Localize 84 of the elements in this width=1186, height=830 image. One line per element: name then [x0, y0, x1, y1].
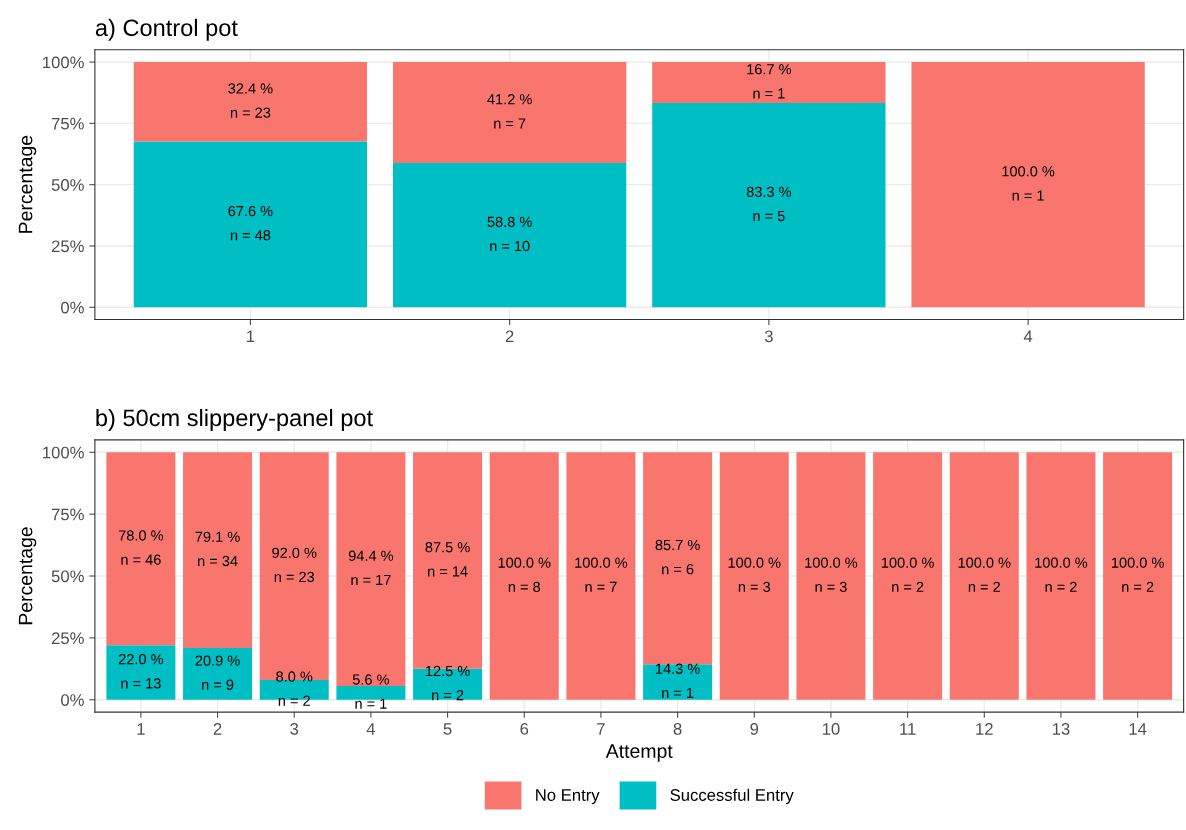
- bar: [106, 645, 176, 700]
- data-label: 100.0 % n = 2: [881, 557, 934, 592]
- data-label: 100.0 % n = 8: [498, 557, 551, 593]
- y-tick-label: 100%: [43, 56, 84, 69]
- y-tick-label: 75%: [51, 508, 84, 521]
- data-label: 83.3 % n = 5: [746, 186, 792, 222]
- x-tick-label: 1: [247, 330, 255, 343]
- data-label: 41.2 % n = 7: [487, 94, 532, 129]
- data-label: 58.8 % n = 10: [487, 216, 532, 252]
- data-label: 14.3 % n = 1: [656, 663, 700, 698]
- bar: [796, 452, 866, 700]
- data-label: 32.4 % n = 23: [228, 83, 273, 118]
- bar: [133, 141, 368, 308]
- legend-label: Successful Entry: [670, 788, 794, 805]
- bar: [183, 452, 253, 649]
- bar: [652, 103, 886, 308]
- y-tick-label: 50%: [51, 179, 84, 191]
- bar: [392, 163, 627, 308]
- x-tick-label: 3: [764, 330, 773, 343]
- data-label: 67.6 % n = 48: [228, 205, 273, 241]
- y-tick-label: 25%: [51, 240, 84, 253]
- bar: [259, 452, 329, 680]
- bar: [133, 62, 368, 142]
- x-axis-title: Attempt: [605, 744, 673, 762]
- y-axis-title: Percentage: [18, 135, 37, 233]
- data-label: 22.0 % n = 13: [118, 654, 164, 689]
- x-tick-label: 5: [443, 723, 452, 735]
- data-label: 85.7 % n = 6: [655, 539, 700, 575]
- x-tick-label: 12: [976, 723, 993, 735]
- chart-title: b) 50cm slippery-panel pot: [96, 408, 373, 431]
- data-label: 87.5 % n = 14: [425, 542, 470, 577]
- data-label: 100.0 % n = 3: [805, 557, 858, 593]
- data-label: 78.0 % n = 46: [118, 530, 164, 565]
- data-label: 94.4 % n = 17: [348, 550, 394, 585]
- bar: [336, 685, 406, 700]
- bar: [183, 648, 253, 700]
- data-label: 100.0 % n = 2: [958, 557, 1011, 592]
- y-tick-label: 100%: [43, 446, 84, 459]
- bar: [489, 452, 559, 700]
- x-tick-label: 2: [213, 723, 222, 735]
- legend-label: No Entry: [536, 789, 600, 805]
- x-tick-label: 14: [1129, 723, 1147, 735]
- x-tick-label: 3: [290, 723, 299, 735]
- data-label: 100.0 % n = 3: [728, 557, 781, 593]
- data-label: 5.6 % n = 1: [352, 674, 390, 709]
- x-tick-label: 4: [366, 723, 376, 735]
- data-label: 100.0 % n = 7: [575, 557, 628, 592]
- bar: [643, 664, 713, 700]
- x-tick-label: 6: [520, 723, 529, 735]
- y-tick-label: 0%: [61, 694, 84, 706]
- x-tick-label: 7: [597, 723, 605, 735]
- y-tick-label: 50%: [51, 570, 84, 583]
- data-label: 100.0 % n = 2: [1111, 557, 1164, 592]
- bar: [566, 452, 636, 700]
- x-tick-label: 1: [137, 723, 145, 735]
- bar: [336, 452, 406, 686]
- bar: [911, 62, 1145, 308]
- y-tick-label: 25%: [51, 632, 84, 645]
- data-label: 100.0 % n = 2: [1035, 557, 1088, 592]
- y-tick-label: 75%: [51, 117, 84, 130]
- bar: [1026, 452, 1096, 700]
- chart-title: a) Control pot: [95, 18, 238, 41]
- data-label: 16.7 % n = 1: [747, 64, 792, 99]
- bar: [873, 452, 943, 700]
- x-tick-label: 10: [822, 723, 840, 735]
- data-label: 92.0 % n = 23: [272, 547, 317, 583]
- bar: [949, 452, 1019, 700]
- bar: [1103, 452, 1173, 700]
- x-tick-label: 2: [505, 330, 514, 343]
- x-tick-label: 11: [900, 723, 916, 735]
- bar: [392, 62, 627, 164]
- data-label: 100.0 % n = 1: [1002, 166, 1055, 201]
- data-label: 79.1 % n = 34: [195, 531, 240, 567]
- x-tick-label: 8: [673, 723, 682, 735]
- x-tick-label: 9: [750, 723, 759, 735]
- bar: [643, 452, 713, 665]
- y-axis-title: Percentage: [18, 527, 37, 625]
- data-label: 20.9 % n = 9: [195, 655, 240, 690]
- bar: [719, 452, 789, 700]
- bar: [652, 62, 886, 104]
- x-tick-label: 13: [1052, 723, 1070, 735]
- y-tick-label: 0%: [61, 301, 84, 314]
- bar: [106, 452, 176, 646]
- x-tick-label: 4: [1023, 330, 1033, 343]
